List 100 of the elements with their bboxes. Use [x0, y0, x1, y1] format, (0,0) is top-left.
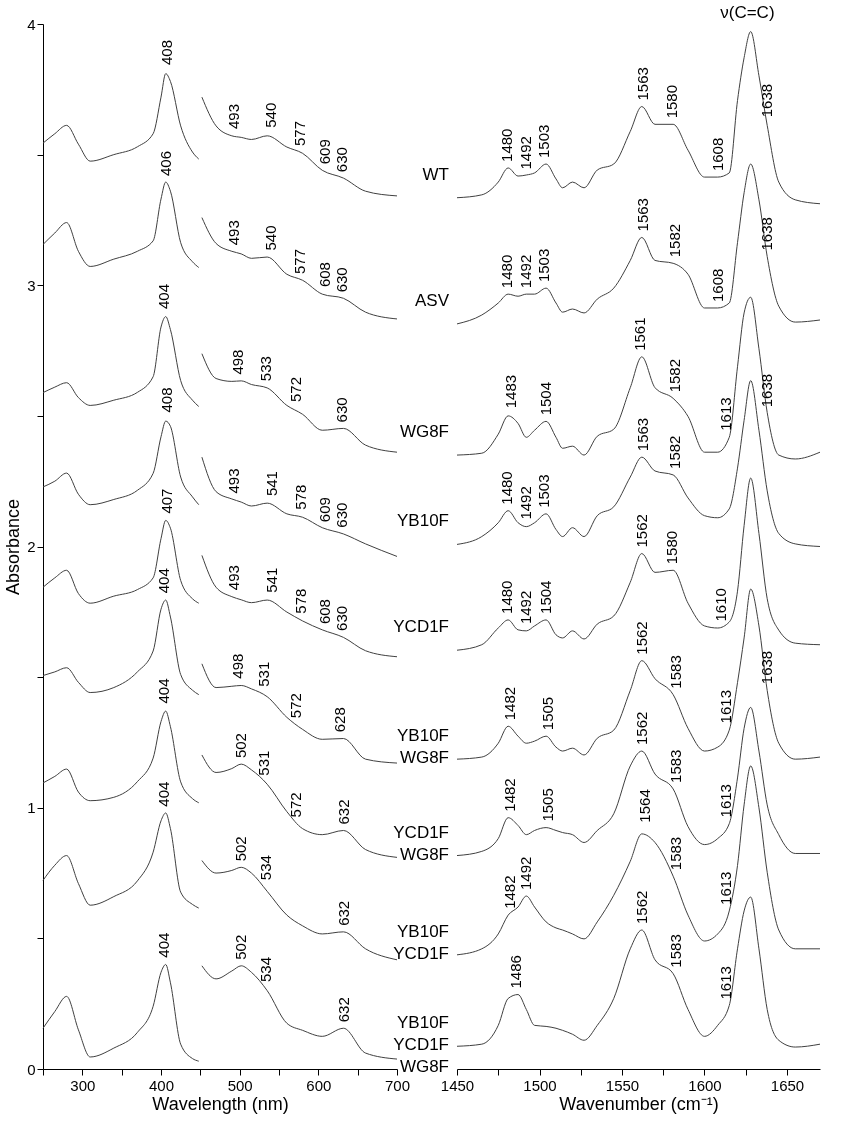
annotation: 628: [331, 707, 349, 733]
annotation: 1562: [632, 890, 650, 925]
annotation: 1480: [497, 471, 515, 505]
series-label: WT: [422, 164, 449, 184]
annotation: 493: [225, 104, 243, 130]
annotation: 1482: [500, 686, 518, 721]
x-tick-label: 500: [227, 1076, 253, 1094]
annotation: 1583: [667, 934, 685, 968]
annotation: 1503: [535, 474, 553, 508]
x-tick-label: 1650: [770, 1076, 805, 1094]
annotation: 1480: [497, 254, 515, 289]
annotation: 534: [257, 855, 275, 881]
annotation: 1613: [716, 397, 734, 431]
annotation: 534: [257, 956, 275, 983]
annotation: 632: [334, 900, 352, 926]
annotation: 1482: [500, 778, 518, 812]
annotation: 531: [255, 661, 273, 687]
annotation: 404: [155, 678, 173, 704]
annotation: 404: [155, 932, 173, 958]
y-tick-label: 1: [27, 799, 36, 817]
annotation: 404: [155, 568, 173, 594]
y-tick-label: 3: [27, 276, 36, 294]
y-tick-label: 0: [27, 1060, 36, 1078]
annotation: 1562: [632, 711, 650, 746]
annotation: 1608: [708, 268, 726, 302]
annotation: 608: [315, 262, 333, 288]
annotation: 1638: [758, 83, 776, 118]
annotation: 1564: [636, 789, 654, 823]
x-tick-label: 1500: [523, 1076, 557, 1094]
annotation: 1492: [517, 856, 535, 891]
annotation: 632: [334, 799, 352, 825]
annotation: 1563: [634, 198, 652, 232]
annotation: 408: [158, 387, 176, 413]
annotation: 502: [232, 836, 250, 862]
annotation: 609: [316, 497, 334, 523]
annotation: 1486: [507, 955, 525, 989]
annotation: 1580: [662, 530, 680, 565]
annotation: 1583: [667, 655, 685, 689]
annotation: 1483: [502, 374, 520, 409]
annotation: 1505: [538, 788, 556, 822]
series-label: YB10F YCD1F: [393, 921, 449, 963]
annotation: 1613: [716, 966, 734, 1000]
annotation: 540: [262, 225, 280, 251]
annotation: 1638: [758, 373, 776, 408]
annotation: 1504: [537, 580, 555, 614]
annotation: 608: [315, 599, 333, 625]
annotation: 1492: [517, 486, 535, 520]
x-tick-label: 1450: [440, 1076, 475, 1094]
annotation: 1482: [500, 875, 518, 909]
annotation: 1613: [716, 871, 734, 905]
annotation: 1492: [517, 590, 535, 625]
annotation: 1583: [667, 836, 685, 871]
annotation: 1613: [716, 784, 734, 818]
annotation: 577: [291, 248, 309, 275]
x-axis-title: Wavelength (nm): [152, 1093, 289, 1114]
text: ν(C=C): [720, 3, 775, 22]
annotation: 540: [262, 102, 280, 128]
annotation: 407: [157, 488, 175, 514]
series-label: WG8F: [399, 422, 449, 442]
annotation: 1503: [535, 248, 553, 283]
annotation: 493: [225, 565, 243, 591]
annotation: 1562: [632, 621, 650, 655]
annotation: 1492: [517, 254, 535, 289]
annotation: 630: [332, 605, 350, 631]
x-tick-label: 1550: [605, 1076, 640, 1094]
annotation: 609: [316, 139, 334, 165]
annotation: 1480: [497, 580, 515, 614]
annotation: 630: [332, 397, 350, 423]
x-tick-label: 400: [148, 1076, 175, 1094]
x-axis-title: Wavenumber (cm⁻¹): [559, 1093, 719, 1114]
annotation: 1580: [662, 84, 680, 119]
annotation: 1613: [716, 690, 734, 724]
annotation: 1638: [758, 217, 776, 251]
series-label: YB10F: [397, 511, 449, 531]
annotation: 1503: [535, 124, 553, 159]
annotation: 493: [225, 468, 243, 494]
x-tick-label: 700: [384, 1076, 411, 1094]
annotation: 577: [291, 120, 309, 147]
annotation: 531: [255, 750, 273, 776]
series-label: YCD1F WG8F: [393, 822, 449, 864]
annotation: 533: [256, 356, 274, 382]
annotation: 630: [332, 267, 350, 293]
annotation: 493: [225, 220, 243, 246]
series-label: YB10F WG8F: [397, 726, 449, 768]
annotation: 1582: [665, 223, 683, 258]
annotation: 1610: [712, 588, 729, 622]
annotation: 404: [155, 781, 173, 807]
annotation: 572: [287, 693, 305, 719]
annotation: 408: [158, 39, 176, 66]
annotation: 630: [332, 147, 350, 173]
annotation: 404: [155, 284, 173, 310]
annotation: 1561: [631, 317, 649, 351]
y-tick-label: 4: [27, 15, 36, 33]
annotation: 1582: [665, 359, 683, 393]
annotation: 498: [229, 653, 247, 679]
annotation: 498: [229, 349, 247, 375]
x-tick-label: 1600: [688, 1076, 722, 1094]
y-axis-title: Absorbance: [3, 498, 24, 596]
annotation: 1505: [538, 696, 556, 731]
annotation: 541: [262, 471, 280, 497]
